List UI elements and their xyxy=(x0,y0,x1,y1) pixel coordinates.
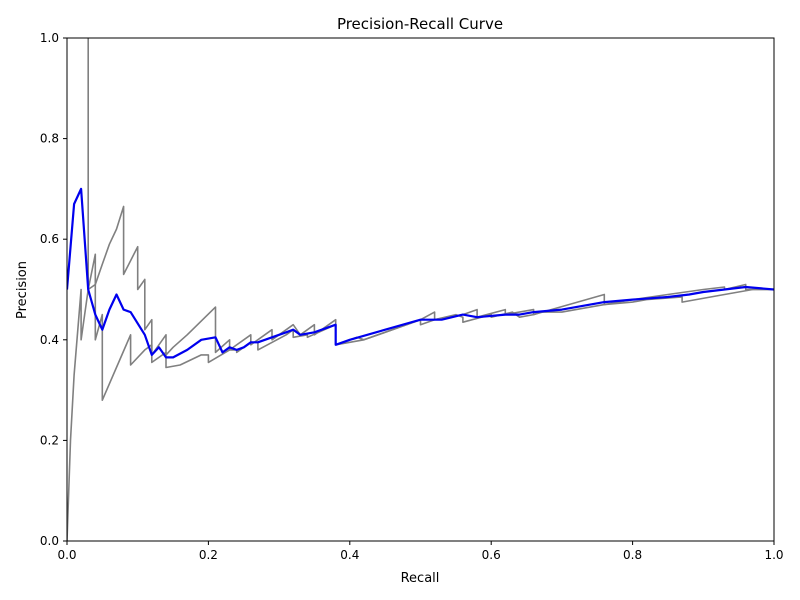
plot-frame xyxy=(66,37,775,542)
series-1-line xyxy=(87,205,774,356)
y-tick-label: 1.0 xyxy=(40,31,59,45)
y-axis: 0.0 0.2 0.4 0.6 0.8 1.0 xyxy=(40,31,67,548)
y-tick-label: 0.2 xyxy=(40,433,59,447)
chart-title: Precision-Recall Curve xyxy=(337,15,503,33)
x-axis-label: Recall xyxy=(401,571,440,586)
x-tick-label: 0.8 xyxy=(623,548,642,562)
x-axis: 0.0 0.2 0.4 0.6 0.8 1.0 xyxy=(57,541,784,562)
x-tick-label: 0.0 xyxy=(57,548,76,562)
series-layer xyxy=(67,38,774,541)
x-tick-label: 0.2 xyxy=(199,548,218,562)
y-tick-label: 0.8 xyxy=(40,132,59,146)
x-tick-label: 0.4 xyxy=(340,548,359,562)
y-tick-label: 0.0 xyxy=(40,534,59,548)
series-0-line xyxy=(67,38,774,541)
x-tick-label: 0.6 xyxy=(482,548,501,562)
x-tick-label: 1.0 xyxy=(764,548,783,562)
y-tick-label: 0.6 xyxy=(40,232,59,246)
y-axis-label: Precision xyxy=(15,261,30,319)
y-tick-label: 0.4 xyxy=(40,333,59,347)
series-2-line xyxy=(67,187,774,359)
